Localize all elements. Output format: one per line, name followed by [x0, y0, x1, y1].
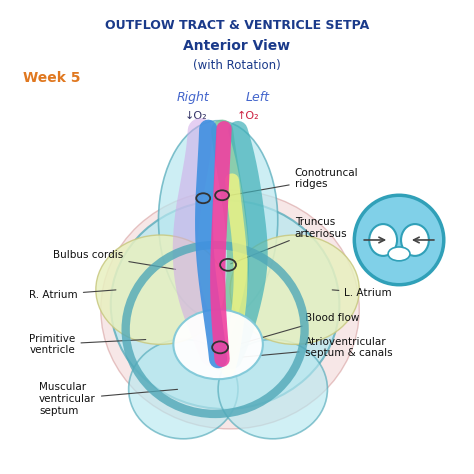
Text: Atrioventricular
septum & canals: Atrioventricular septum & canals	[243, 337, 392, 358]
Ellipse shape	[218, 339, 328, 439]
Ellipse shape	[96, 235, 225, 345]
Text: Week 5: Week 5	[23, 71, 81, 85]
Text: R. Atrium: R. Atrium	[29, 290, 116, 300]
Ellipse shape	[401, 224, 429, 256]
Text: Truncus
arteriosus: Truncus arteriosus	[231, 217, 347, 264]
Ellipse shape	[388, 247, 410, 261]
Text: OUTFLOW TRACT & VENTRICLE SETPA: OUTFLOW TRACT & VENTRICLE SETPA	[105, 19, 369, 32]
Ellipse shape	[173, 310, 263, 379]
Text: (with Rotation): (with Rotation)	[193, 59, 281, 72]
Text: Left: Left	[246, 91, 270, 104]
Text: ↓O₂: ↓O₂	[185, 111, 208, 121]
Text: Conotruncal
ridges: Conotruncal ridges	[228, 167, 358, 196]
Ellipse shape	[230, 235, 359, 345]
Text: Primitive
ventricle: Primitive ventricle	[29, 334, 146, 355]
Text: Anterior View: Anterior View	[183, 39, 291, 53]
Ellipse shape	[369, 224, 397, 256]
Ellipse shape	[158, 121, 278, 319]
Text: L. Atrium: L. Atrium	[332, 288, 392, 298]
Text: Bulbus cordis: Bulbus cordis	[53, 250, 175, 269]
Ellipse shape	[128, 339, 238, 439]
Text: ↑O₂: ↑O₂	[237, 111, 259, 121]
Text: Muscular
ventricular
septum: Muscular ventricular septum	[39, 383, 178, 416]
Text: Right: Right	[177, 91, 210, 104]
Circle shape	[354, 195, 444, 285]
Text: Blood flow: Blood flow	[231, 312, 359, 346]
Ellipse shape	[101, 190, 359, 429]
Ellipse shape	[111, 200, 339, 409]
